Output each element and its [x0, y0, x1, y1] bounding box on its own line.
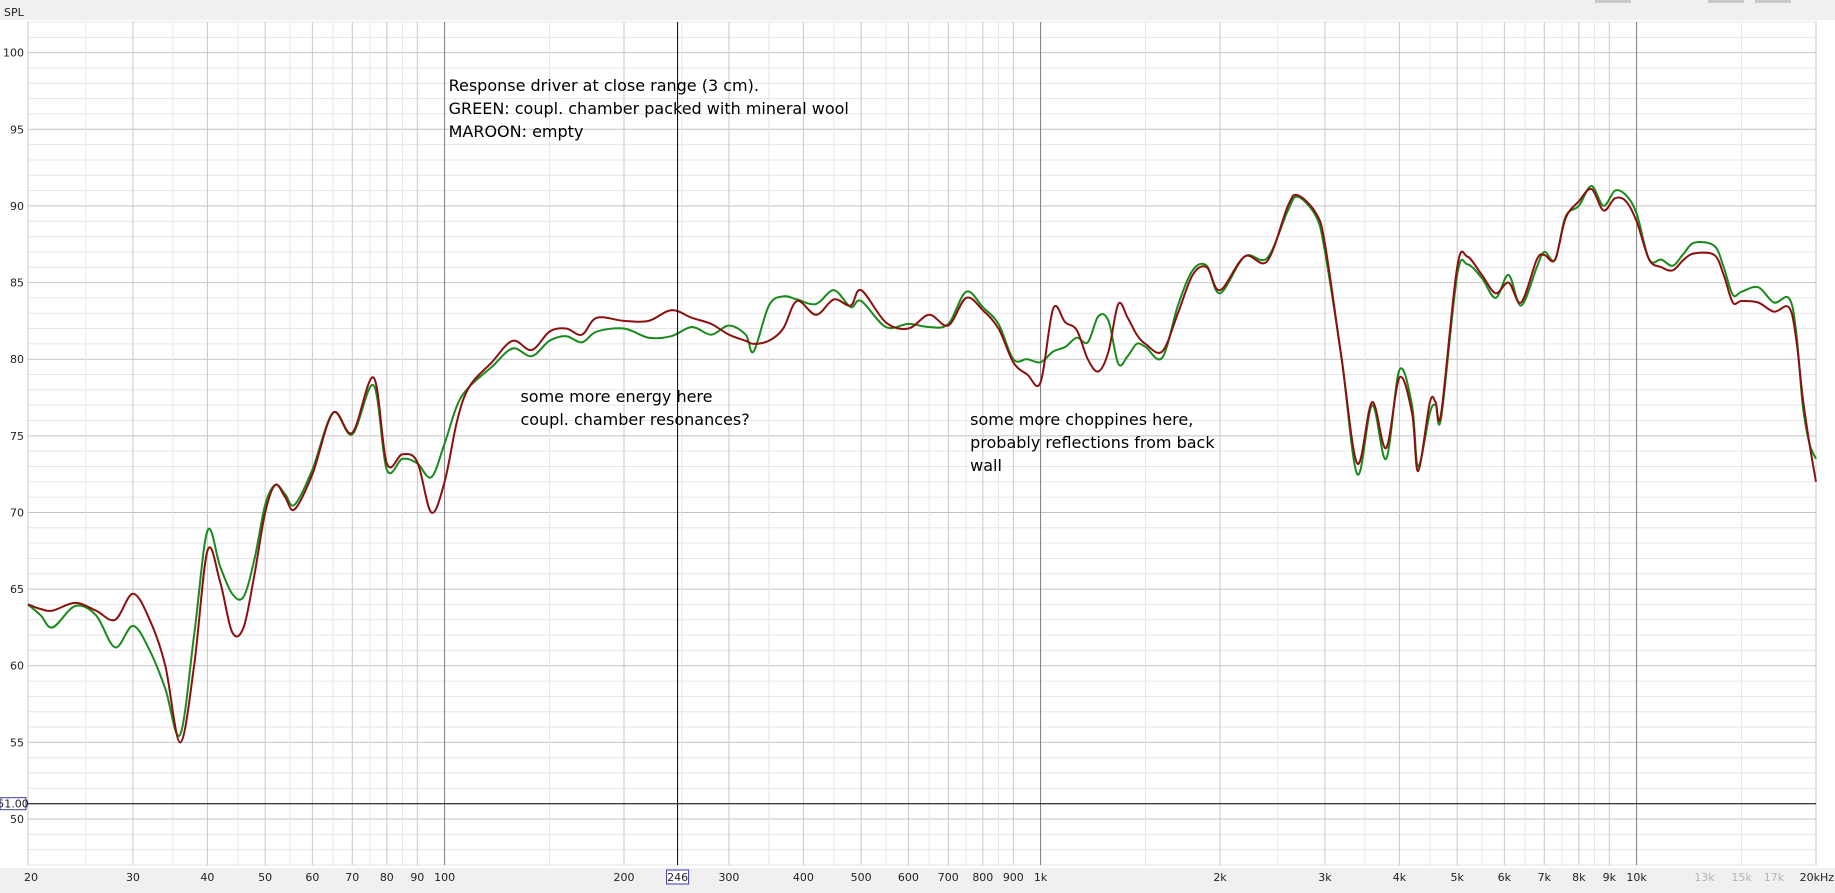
- x-tick-label: 600: [898, 871, 919, 884]
- annotation-2: some more energy here coupl. chamber reso…: [520, 387, 749, 429]
- annotation-line: Response driver at close range (3 cm).: [449, 76, 759, 95]
- y-tick-label: 50: [10, 813, 24, 826]
- annotation-line: some more energy here: [520, 387, 712, 406]
- x-tick-label: 1k: [1034, 871, 1048, 884]
- y-axis-ticks: 50 55 60 65 70 75 80 85 90 95 100: [3, 47, 24, 826]
- annotation-line: MAROON: empty: [449, 122, 584, 141]
- cursor-x-readout: 246: [667, 871, 688, 884]
- cursor-y-readout: 51.00: [0, 798, 29, 811]
- annotation-line: wall: [970, 456, 1002, 475]
- annotation-line: some more choppines here,: [970, 410, 1193, 429]
- x-tick-label: 3k: [1318, 871, 1332, 884]
- y-tick-label: 65: [10, 583, 24, 596]
- cursor[interactable]: 246 51.00: [0, 22, 1816, 885]
- x-tick-label: 80: [380, 871, 394, 884]
- x-tick-label: 300: [718, 871, 739, 884]
- cursor-y-readout-box: [0, 797, 27, 811]
- x-tick-label: 500: [851, 871, 872, 884]
- y-axis-label: SPL: [4, 6, 25, 19]
- y-tick-label: 60: [10, 660, 24, 673]
- x-tick-label: 100: [434, 871, 455, 884]
- y-tick-label: 80: [10, 353, 24, 366]
- x-tick-label: 9k: [1603, 871, 1617, 884]
- cursor-x-readout-box: [666, 869, 690, 885]
- x-tick-label: 15k: [1731, 871, 1752, 884]
- y-tick-label: 90: [10, 200, 24, 213]
- series-lines: [27, 185, 1817, 744]
- x-tick-label: 20kHz: [1800, 871, 1835, 884]
- x-tick-label: 10k: [1626, 871, 1647, 884]
- y-tick-label: 55: [10, 736, 24, 749]
- x-tick-label: 6k: [1498, 871, 1512, 884]
- y-tick-label: 95: [10, 123, 24, 136]
- window-top-bar: [0, 0, 1835, 20]
- x-tick-label: 90: [410, 871, 424, 884]
- x-tick-label: 8k: [1572, 871, 1586, 884]
- x-tick-label: 13k: [1694, 871, 1715, 884]
- toolbar-button-2[interactable]: [1708, 0, 1744, 3]
- x-tick-label: 40: [200, 871, 214, 884]
- y-tick-label: 70: [10, 506, 24, 519]
- annotation-line: coupl. chamber resonances?: [520, 410, 749, 429]
- x-tick-label: 50: [258, 871, 272, 884]
- series-line-2: [27, 187, 1817, 744]
- annotations: Response driver at close range (3 cm). GR…: [449, 76, 1216, 475]
- x-tick-label: 800: [972, 871, 993, 884]
- x-tick-label: 30: [126, 871, 140, 884]
- annotation-3: some more choppines here, probably reflec…: [970, 410, 1215, 475]
- annotation-line: probably reflections from back: [970, 433, 1215, 452]
- x-tick-label: 700: [938, 871, 959, 884]
- x-tick-label: 4k: [1393, 871, 1407, 884]
- x-tick-label: 70: [345, 871, 359, 884]
- x-tick-label: 17k: [1764, 871, 1785, 884]
- toolbar-button-3[interactable]: [1755, 0, 1791, 3]
- y-tick-label: 75: [10, 430, 24, 443]
- x-tick-label: 900: [1003, 871, 1024, 884]
- x-tick-label: 5k: [1450, 871, 1464, 884]
- toolbar-button-1[interactable]: [1595, 0, 1631, 3]
- x-tick-label: 400: [793, 871, 814, 884]
- y-tick-label: 100: [3, 47, 24, 60]
- plot-area[interactable]: [27, 21, 1817, 866]
- window-bottom-bar: [0, 868, 1835, 893]
- x-tick-label: 200: [614, 871, 635, 884]
- y-tick-label: 85: [10, 277, 24, 290]
- annotation-1: Response driver at close range (3 cm). GR…: [449, 76, 849, 141]
- x-tick-label: 7k: [1538, 871, 1552, 884]
- x-tick-label: 2k: [1213, 871, 1227, 884]
- x-axis-ticks: 20 30 40 50 60 70 80 90 100 200 300 400 500 600 700 800…: [24, 871, 1834, 884]
- annotation-line: GREEN: coupl. chamber packed with minera…: [449, 99, 849, 118]
- x-tick-label: 20: [24, 871, 38, 884]
- x-tick-label: 60: [305, 871, 319, 884]
